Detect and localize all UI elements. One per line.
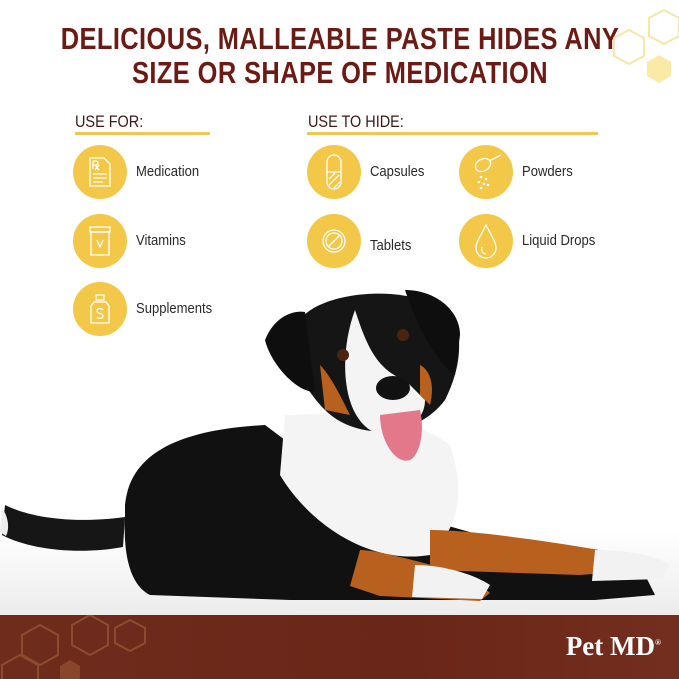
hide-liquid-drops: Liquid Drops xyxy=(459,214,603,268)
prescription-icon xyxy=(73,145,127,199)
use-for-rule xyxy=(75,132,210,135)
headline: DELICIOUS, MALLEABLE PASTE HIDES ANY SIZ… xyxy=(0,0,679,100)
hide-powders: Powders xyxy=(459,145,578,199)
label: Capsules xyxy=(370,164,425,180)
vitamin-jar-icon xyxy=(73,214,127,268)
label: Powders xyxy=(522,164,573,180)
capsule-icon xyxy=(307,145,361,199)
use-for-medication: Medication xyxy=(73,145,206,199)
hide-tablets: Tablets xyxy=(307,214,416,268)
use-for-supplements: Supplements xyxy=(73,282,221,336)
honeycomb-decoration xyxy=(613,8,679,83)
label: Liquid Drops xyxy=(522,233,596,249)
powder-spoon-icon xyxy=(459,145,513,199)
use-to-hide-rule xyxy=(307,132,598,135)
pet-md-logo: Pet MD® xyxy=(566,631,661,662)
supplement-bottle-icon xyxy=(73,282,127,336)
dog-photo xyxy=(0,290,679,615)
label: Vitamins xyxy=(136,233,186,249)
headline-line-1: DELICIOUS, MALLEABLE PASTE HIDES ANY xyxy=(60,21,619,56)
headline-line-2: SIZE OR SHAPE OF MEDICATION xyxy=(131,55,548,90)
label: Medication xyxy=(136,164,200,180)
use-for-heading: USE FOR: xyxy=(75,112,144,131)
label: Tablets xyxy=(370,238,412,254)
honeycomb-decoration xyxy=(1,615,146,679)
label: Supplements xyxy=(136,301,213,317)
brand-footer: Pet MD® xyxy=(0,615,679,679)
drop-icon xyxy=(459,214,513,268)
registered-mark: ® xyxy=(655,638,661,647)
use-to-hide-heading: USE TO HIDE: xyxy=(308,112,404,131)
brand-name: Pet MD xyxy=(565,631,656,661)
tablet-icon xyxy=(307,214,361,268)
hide-capsules: Capsules xyxy=(307,145,430,199)
use-for-vitamins: Vitamins xyxy=(73,214,191,268)
